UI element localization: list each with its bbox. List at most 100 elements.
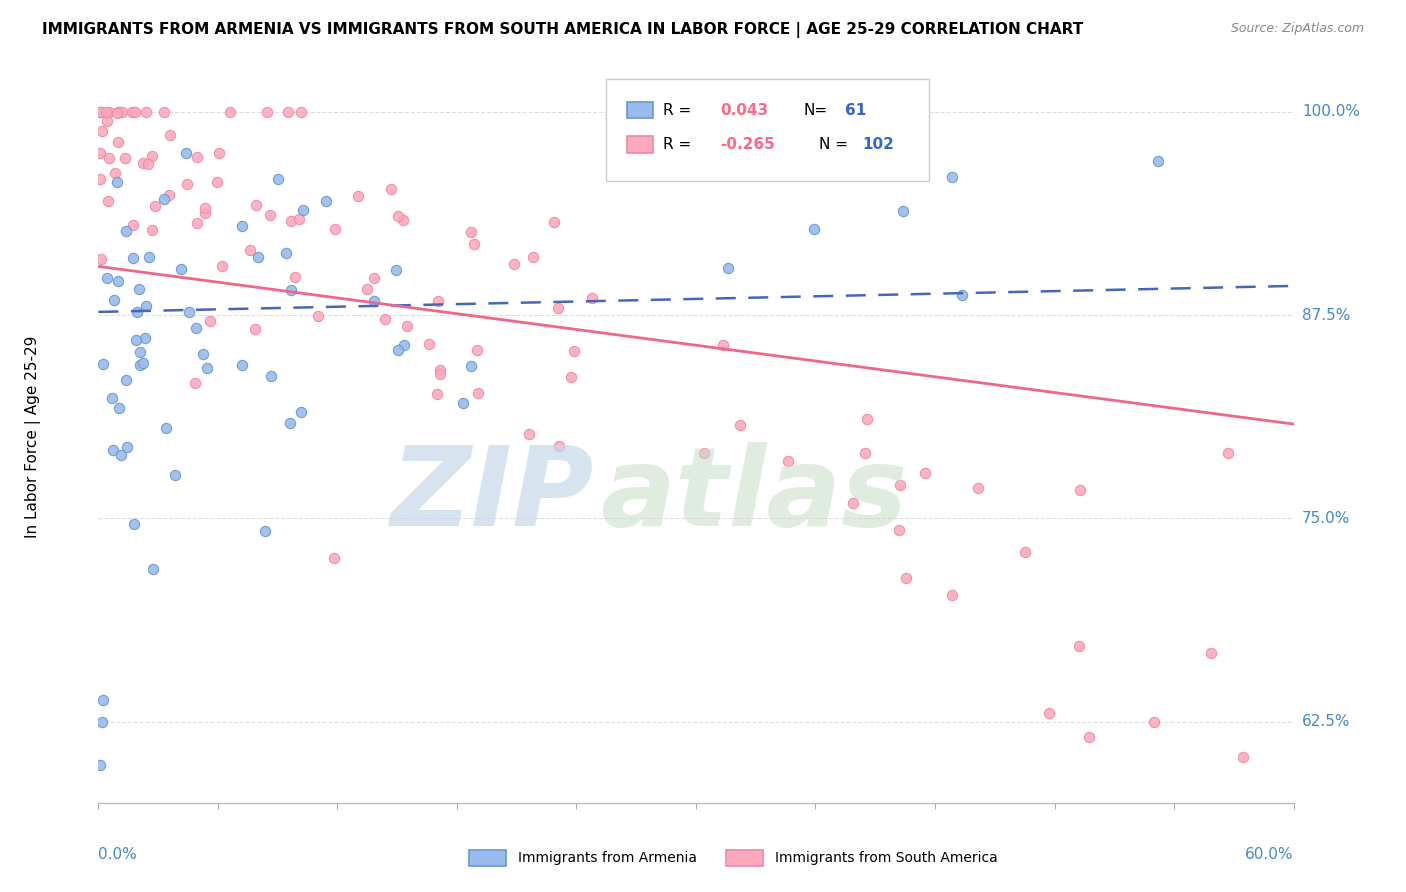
Point: [231, 219, 253, 233]
Point: [125, 333, 148, 347]
Point: [191, 347, 214, 361]
Point: [547, 301, 569, 315]
Point: [98, 151, 121, 165]
Point: [96, 113, 118, 128]
Point: [1232, 750, 1254, 764]
Bar: [725, 849, 762, 866]
Point: [186, 216, 208, 230]
Point: [347, 189, 370, 203]
Point: [136, 157, 159, 171]
Point: [115, 373, 138, 387]
Point: [325, 221, 347, 235]
Point: [103, 293, 125, 308]
Point: [101, 443, 124, 458]
Point: [186, 150, 208, 164]
Text: -0.265: -0.265: [720, 137, 775, 152]
Point: [380, 182, 402, 196]
Point: [239, 243, 262, 257]
Point: [243, 322, 266, 336]
Point: [1077, 730, 1099, 744]
Point: [256, 105, 278, 120]
Point: [1218, 445, 1240, 459]
Point: [395, 318, 418, 333]
Point: [467, 385, 489, 400]
Point: [143, 199, 166, 213]
Point: [89, 146, 111, 161]
Point: [290, 105, 312, 120]
Point: [418, 337, 440, 351]
Point: [315, 194, 337, 209]
Point: [131, 355, 153, 369]
FancyBboxPatch shape: [606, 78, 929, 181]
Point: [276, 245, 298, 260]
Point: [460, 359, 482, 373]
Text: 100.0%: 100.0%: [1302, 104, 1360, 120]
Point: [387, 209, 409, 223]
Point: [291, 202, 314, 217]
Point: [460, 225, 482, 239]
Point: [127, 304, 149, 318]
Point: [218, 105, 240, 120]
Point: [107, 105, 129, 120]
Point: [138, 250, 160, 264]
Point: [247, 250, 270, 264]
Point: [967, 481, 990, 495]
Point: [90, 105, 112, 120]
Point: [98, 105, 121, 120]
Point: [307, 309, 329, 323]
Point: [170, 261, 193, 276]
Point: [153, 192, 176, 206]
Point: [290, 405, 312, 419]
Point: [165, 467, 187, 482]
Point: [467, 343, 489, 357]
Point: [174, 146, 197, 161]
Point: [356, 282, 378, 296]
Point: [853, 446, 876, 460]
Point: [142, 562, 165, 576]
Point: [856, 412, 879, 426]
Point: [711, 338, 734, 352]
Point: [91, 714, 114, 729]
Point: [562, 344, 585, 359]
Point: [129, 358, 152, 372]
Point: [950, 288, 973, 302]
Point: [374, 312, 396, 326]
Point: [97, 194, 120, 208]
Text: 62.5%: 62.5%: [1302, 714, 1350, 729]
Point: [543, 215, 565, 229]
Point: [205, 176, 228, 190]
Point: [91, 693, 114, 707]
Point: [842, 496, 865, 510]
Point: [135, 105, 157, 120]
Point: [463, 237, 485, 252]
Text: atlas: atlas: [600, 442, 908, 549]
Point: [891, 203, 914, 218]
Point: [429, 368, 451, 382]
Point: [115, 440, 138, 454]
Text: In Labor Force | Age 25-29: In Labor Force | Age 25-29: [25, 336, 41, 538]
Point: [211, 260, 233, 274]
Point: [245, 197, 267, 211]
Text: Source: ZipAtlas.com: Source: ZipAtlas.com: [1230, 22, 1364, 36]
Point: [889, 477, 911, 491]
Point: [96, 271, 118, 285]
Text: 0.043: 0.043: [720, 103, 768, 118]
Point: [387, 343, 409, 357]
Point: [107, 135, 129, 149]
Point: [89, 105, 111, 120]
Point: [94, 105, 117, 120]
Point: [266, 171, 288, 186]
Point: [155, 420, 177, 434]
Point: [253, 524, 276, 538]
Point: [280, 283, 302, 297]
Point: [184, 320, 207, 334]
Point: [277, 105, 299, 120]
Point: [426, 386, 449, 401]
Point: [105, 106, 128, 120]
Point: [184, 376, 207, 390]
Point: [110, 448, 132, 462]
Text: Immigrants from South America: Immigrants from South America: [775, 851, 997, 864]
Text: 60.0%: 60.0%: [1246, 847, 1294, 862]
Point: [429, 363, 451, 377]
Point: [260, 369, 283, 384]
